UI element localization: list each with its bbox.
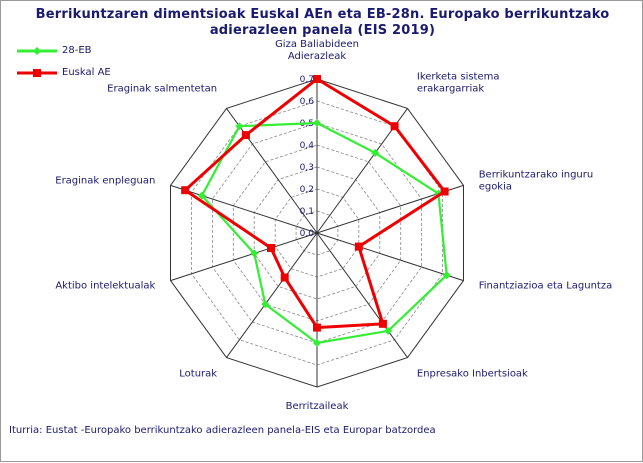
series-0-point	[197, 191, 206, 200]
grid-ring-5	[211, 122, 423, 344]
category-label: Finantziazioa eta Laguntza	[479, 281, 613, 292]
series-0-point	[250, 249, 259, 258]
series-1-point	[390, 122, 399, 131]
series-1-point	[440, 187, 449, 196]
series-0-point	[261, 300, 270, 309]
series-0-point	[442, 271, 451, 280]
series-0-point	[313, 339, 321, 347]
series-1-point	[354, 242, 363, 251]
category-label: Eraginak salmentetan	[107, 84, 217, 95]
category-label: Giza Baliabideen Adierazleak	[275, 39, 359, 62]
legend-label-euskal-ae: Euskal AE	[62, 67, 111, 78]
series-0-point	[371, 148, 380, 157]
spoke-7	[170, 232, 318, 282]
grid-ring-3	[253, 166, 381, 300]
category-label: Enpresako Inbertsioak	[417, 369, 528, 380]
legend-label-eb28: 28-EB	[62, 45, 92, 56]
category-label: Berritzaileak	[286, 401, 349, 412]
r-tick-label: 0,7	[300, 75, 314, 85]
spoke-3	[316, 232, 464, 282]
category-label: Loturak	[179, 369, 217, 380]
legend-swatch-eb28	[17, 47, 57, 55]
series-1-point	[267, 244, 275, 252]
series-1-point	[241, 131, 250, 140]
source-note: Iturria: Eustat -Europako berrikuntzako …	[9, 425, 436, 436]
series-line-0	[200, 121, 448, 345]
spoke-8	[170, 184, 318, 234]
series-1-point	[313, 75, 321, 83]
series-0-point	[235, 122, 244, 131]
r-tick-label: 0,3	[300, 163, 314, 173]
series-1-point	[378, 319, 387, 328]
spoke-4	[316, 232, 408, 358]
series-1-point	[181, 186, 190, 195]
r-tick-label: 0,0	[300, 229, 315, 239]
r-tick-label: 0,6	[300, 97, 315, 107]
r-tick-label: 0,1	[300, 207, 314, 217]
category-label: Ikerketa sistema erakargarriak	[417, 72, 500, 95]
series-1-point	[313, 323, 321, 332]
legend-swatch-euskal-ae	[17, 69, 57, 77]
spoke-9	[226, 108, 318, 234]
category-label: Eraginak enpleguan	[55, 176, 155, 187]
series-0-point	[384, 326, 393, 335]
category-label: Berrikuntzarako inguru egokia	[479, 170, 594, 193]
category-label: Aktibo intelektualak	[55, 281, 155, 292]
chart-title-line1: Berrikuntzaren dimentsioak Euskal AEn et…	[35, 7, 610, 22]
chart-title-line2: adierazleen panela (EIS 2019)	[209, 23, 436, 38]
r-tick-label: 0,2	[300, 185, 314, 195]
spoke-6	[226, 232, 318, 358]
series-0-point	[313, 119, 321, 127]
r-tick-label: 0,4	[300, 141, 315, 151]
series-1-point	[280, 273, 289, 282]
